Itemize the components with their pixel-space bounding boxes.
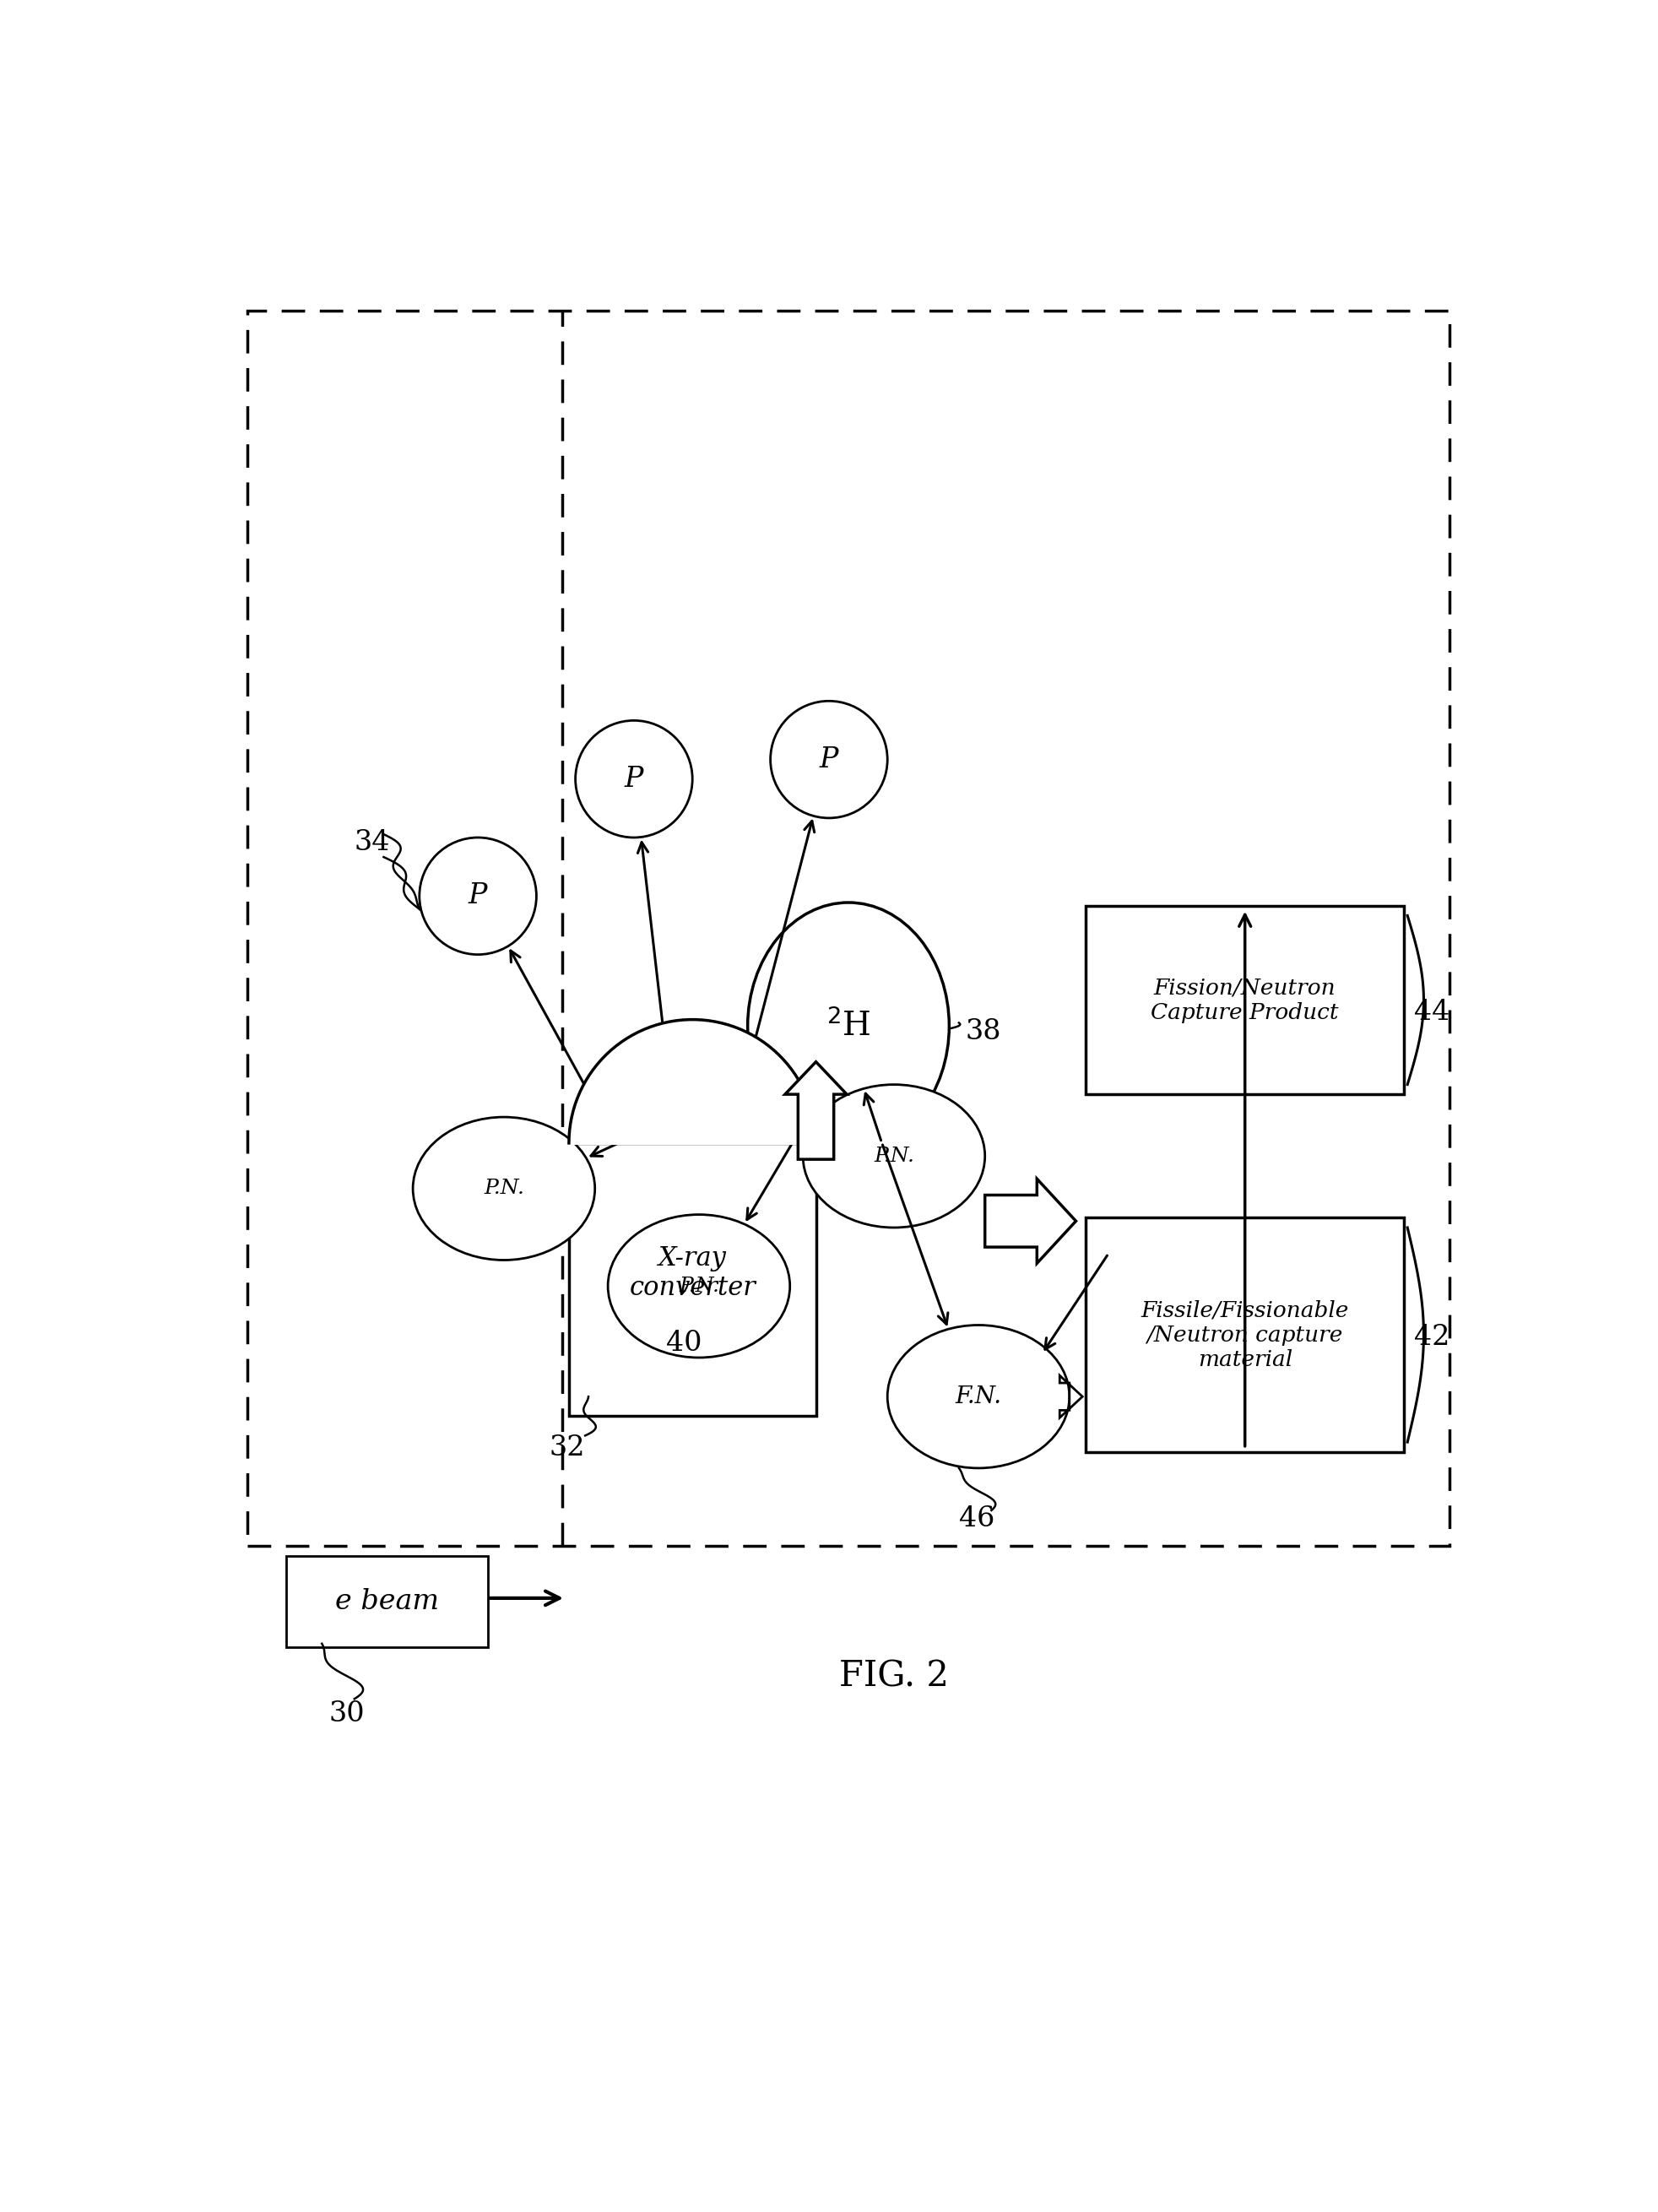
Circle shape [419, 838, 537, 956]
FancyBboxPatch shape [1086, 905, 1404, 1095]
Ellipse shape [413, 1117, 595, 1261]
Text: P.N.: P.N. [874, 1146, 914, 1166]
Text: Fissile/Fissionable
/Neutron capture
material: Fissile/Fissionable /Neutron capture mat… [1141, 1301, 1350, 1369]
Text: P: P [625, 765, 643, 792]
Text: P: P [469, 883, 487, 909]
Text: e beam: e beam [335, 1588, 439, 1615]
Text: 38: 38 [965, 1018, 1001, 1044]
Text: 34: 34 [355, 830, 390, 856]
FancyBboxPatch shape [247, 312, 1449, 1546]
Ellipse shape [748, 902, 948, 1150]
Polygon shape [569, 1020, 816, 1144]
FancyArrow shape [1059, 1376, 1083, 1418]
Circle shape [575, 721, 693, 838]
Text: X-ray
converter: X-ray converter [628, 1245, 756, 1301]
FancyBboxPatch shape [287, 1555, 487, 1648]
Text: $^2$H: $^2$H [826, 1009, 870, 1042]
Text: 32: 32 [549, 1433, 585, 1460]
Ellipse shape [887, 1325, 1069, 1469]
Text: F.N.: F.N. [955, 1385, 1001, 1409]
Text: Fission/Neutron
Capture Product: Fission/Neutron Capture Product [1151, 978, 1340, 1022]
Ellipse shape [802, 1084, 985, 1228]
Text: 42: 42 [1414, 1323, 1449, 1352]
Ellipse shape [608, 1214, 789, 1358]
Text: P.N.: P.N. [678, 1276, 720, 1296]
Text: 46: 46 [958, 1506, 995, 1533]
FancyBboxPatch shape [1086, 1219, 1404, 1451]
Text: P: P [819, 745, 839, 772]
FancyBboxPatch shape [569, 1144, 816, 1416]
FancyArrow shape [784, 1062, 847, 1159]
Text: FIG. 2: FIG. 2 [839, 1659, 948, 1694]
Text: 40: 40 [667, 1329, 703, 1356]
FancyArrow shape [985, 1179, 1076, 1263]
Circle shape [771, 701, 887, 818]
Text: 30: 30 [328, 1701, 365, 1728]
Text: P.N.: P.N. [484, 1179, 524, 1199]
Text: 44: 44 [1414, 998, 1449, 1026]
